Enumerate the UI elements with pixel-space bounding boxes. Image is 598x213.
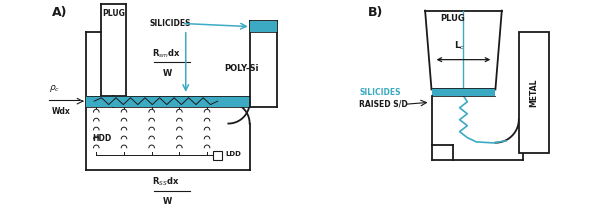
Text: R$_{SS}$dx: R$_{SS}$dx <box>152 176 179 188</box>
FancyBboxPatch shape <box>213 151 222 160</box>
Text: Wdx: Wdx <box>51 106 71 115</box>
FancyBboxPatch shape <box>432 88 495 96</box>
Text: POLY-Si: POLY-Si <box>224 64 258 73</box>
Text: HDD: HDD <box>92 134 111 143</box>
Text: METAL: METAL <box>529 78 538 107</box>
Text: L$_c$: L$_c$ <box>453 40 465 52</box>
Text: SILICIDES: SILICIDES <box>150 19 191 28</box>
Text: PLUG: PLUG <box>440 14 465 23</box>
Text: B): B) <box>368 6 383 19</box>
Text: W: W <box>163 197 172 206</box>
Text: PLUG: PLUG <box>103 9 126 17</box>
Text: SILICIDES: SILICIDES <box>359 88 401 97</box>
FancyBboxPatch shape <box>86 96 249 106</box>
FancyBboxPatch shape <box>249 21 277 32</box>
Text: A): A) <box>51 6 67 19</box>
Text: RAISED S/D: RAISED S/D <box>359 100 408 109</box>
Text: W: W <box>163 69 172 78</box>
Text: LDD: LDD <box>225 151 241 157</box>
Text: $\rho_c$: $\rho_c$ <box>50 83 60 94</box>
FancyBboxPatch shape <box>519 32 548 153</box>
Text: R$_{sm}$dx: R$_{sm}$dx <box>152 47 181 59</box>
